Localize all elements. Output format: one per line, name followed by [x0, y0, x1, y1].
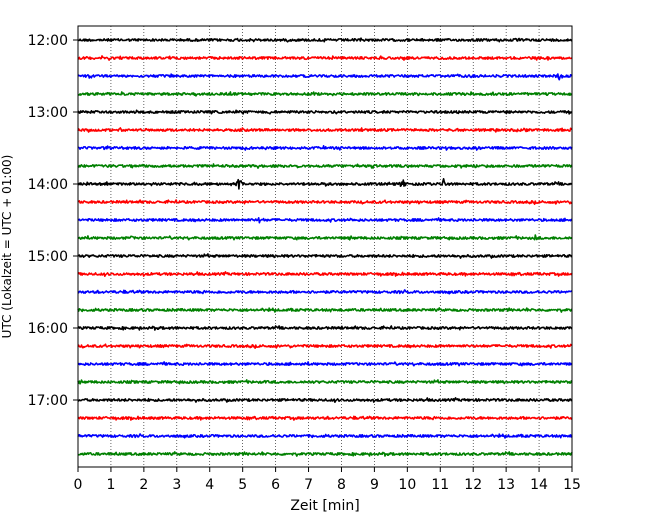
trace-1300	[77, 109, 573, 115]
plot-frame	[77, 25, 573, 468]
x-tick-label-6: 6	[271, 477, 280, 493]
trace-1315	[77, 127, 573, 133]
trace-1245	[77, 91, 573, 97]
trace-1600	[77, 325, 573, 331]
trace-1515	[77, 271, 573, 277]
y-tick-label-1: 13:00	[28, 105, 68, 121]
x-axis-label: Zeit [min]	[290, 498, 359, 514]
trace-1530	[77, 289, 573, 295]
trace-1400	[77, 178, 573, 190]
x-tick-label-4: 4	[205, 477, 214, 493]
x-tick-label-12: 12	[464, 477, 482, 493]
trace-1745	[77, 451, 573, 457]
x-tick-label-3: 3	[172, 477, 181, 493]
trace-1415	[77, 199, 573, 205]
y-tick-label-3: 15:00	[28, 249, 68, 265]
x-tick-label-7: 7	[304, 477, 313, 493]
x-tick-label-2: 2	[139, 477, 148, 493]
trace-layer	[77, 37, 573, 457]
x-tick-label-13: 13	[497, 477, 515, 493]
y-axis-label: UTC (Lokalzeit = UTC + 01:00)	[0, 155, 14, 339]
tick-layer: 0 1 2 3 4 5 6 7 8 9 10 11 12 13 14 1512:0013:0014:0015:…	[28, 33, 581, 493]
x-tick-label-11: 11	[431, 477, 449, 493]
trace-1500	[77, 253, 573, 259]
y-tick-label-5: 17:00	[28, 393, 68, 409]
trace-1215	[77, 55, 573, 61]
x-tick-label-14: 14	[530, 477, 548, 493]
trace-1430	[77, 217, 573, 224]
y-tick-label-0: 12:00	[28, 33, 68, 49]
x-tick-label-5: 5	[238, 477, 247, 493]
trace-1345	[77, 163, 573, 169]
x-tick-label-8: 8	[337, 477, 346, 493]
trace-1700	[77, 397, 573, 403]
trace-1645	[77, 379, 573, 385]
trace-1445	[77, 234, 573, 241]
trace-1330	[77, 145, 573, 151]
y-tick-label-2: 14:00	[28, 177, 68, 193]
trace-1715	[77, 415, 573, 421]
x-tick-label-0: 0	[74, 477, 83, 493]
x-tick-label-10: 10	[398, 477, 416, 493]
trace-1615	[77, 343, 573, 349]
trace-1545	[77, 307, 573, 313]
y-tick-label-4: 16:00	[28, 321, 68, 337]
x-tick-label-9: 9	[370, 477, 379, 493]
x-tick-label-15: 15	[563, 477, 581, 493]
trace-1630	[77, 361, 573, 367]
trace-1730	[77, 433, 573, 439]
x-tick-label-1: 1	[106, 477, 115, 493]
trace-1230	[77, 73, 573, 81]
trace-1200	[77, 37, 573, 43]
